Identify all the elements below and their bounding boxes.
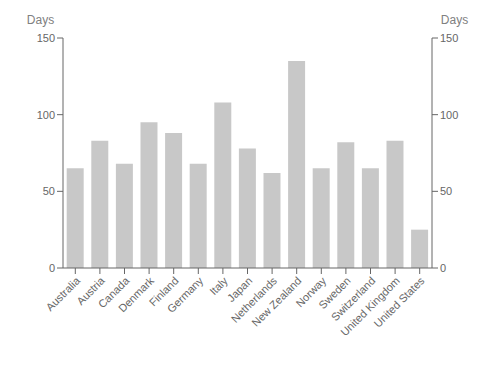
svg-text:150: 150 [37, 32, 55, 44]
svg-text:0: 0 [440, 262, 446, 274]
svg-text:Sweden: Sweden [316, 274, 353, 312]
svg-text:Italy: Italy [207, 274, 230, 298]
svg-text:150: 150 [440, 32, 458, 44]
svg-text:United Kingdom: United Kingdom [338, 274, 402, 339]
svg-text:Days: Days [441, 13, 468, 27]
svg-text:Netherlands: Netherlands [228, 274, 279, 325]
svg-text:United States: United States [371, 274, 427, 330]
svg-text:Australia: Australia [43, 274, 82, 313]
svg-text:50: 50 [43, 185, 55, 197]
svg-text:Germany: Germany [165, 274, 206, 315]
svg-text:Days: Days [27, 13, 54, 27]
svg-text:0: 0 [49, 262, 55, 274]
svg-text:100: 100 [37, 109, 55, 121]
svg-text:Denmark: Denmark [116, 274, 156, 314]
svg-text:50: 50 [440, 185, 452, 197]
svg-text:Finland: Finland [146, 274, 181, 309]
svg-text:Canada: Canada [95, 274, 132, 311]
svg-text:Japan: Japan [224, 274, 255, 305]
svg-text:Austria: Austria [74, 274, 107, 308]
svg-text:Norway: Norway [293, 274, 329, 310]
svg-text:Switzerland: Switzerland [328, 274, 378, 324]
svg-text:New Zealand: New Zealand [249, 274, 304, 329]
svg-text:100: 100 [440, 109, 458, 121]
